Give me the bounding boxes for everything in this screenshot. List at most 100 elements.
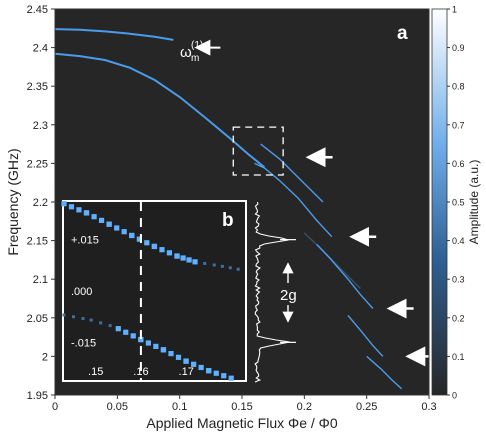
colorbar-tick-label: 1	[452, 5, 457, 15]
upper-branch-pt	[174, 253, 180, 259]
upper-branch-pt	[151, 243, 158, 250]
x-axis-label-text: Applied Magnetic Flux Φe / Φ0	[146, 415, 337, 431]
lower-branch-pt	[175, 354, 182, 360]
y-tick-label: 2	[42, 351, 48, 363]
trace-4	[316, 244, 374, 309]
lower-faint-pt	[81, 317, 85, 321]
lower-branch-pt	[198, 364, 204, 371]
y-tick-label: 2.35	[27, 81, 48, 93]
colorbar-tick-label: 0.8	[452, 82, 465, 92]
upper-branch-pt	[192, 259, 198, 265]
upper-branch-pt	[136, 236, 142, 242]
trace-1	[54, 52, 266, 169]
colorbar-tick-label: 0	[452, 391, 457, 401]
lower-branch-pt	[191, 361, 197, 367]
colorbar-tick-label: 0.4	[452, 236, 465, 246]
upper-branch-pt	[159, 247, 165, 253]
x-tick-label: 0	[52, 401, 58, 413]
trace-2	[254, 162, 333, 238]
y-tick-label: 2.15	[27, 236, 48, 248]
lower-branch-pt	[206, 368, 212, 374]
y-tick-label: 1.95	[27, 390, 48, 402]
x-axis-label: Applied Magnetic Flux Φe / Φ0	[146, 415, 337, 431]
x-tick-label: 0.15	[231, 401, 252, 413]
lower-branch-pt	[123, 329, 129, 335]
lower-branch-pt	[168, 351, 174, 357]
inset-y-tick-label: .000	[71, 286, 92, 298]
colorbar-tick-label: 0.7	[452, 120, 465, 130]
colorbar-ticks: 0 0.1 0.2 0.3 0.4 0.5 0.6 0.7 0.8 0.9 1	[447, 5, 465, 401]
colorbar-tick-label: 0.5	[452, 198, 465, 208]
x-tick-label: 0.1	[172, 401, 187, 413]
upper-faint-pt	[228, 266, 232, 270]
line-profile	[254, 201, 296, 383]
trace-5	[347, 315, 384, 357]
y-tick-label: 2.25	[27, 158, 48, 170]
upper-faint-pt	[212, 263, 216, 267]
lower-branch-pt	[160, 347, 167, 353]
upper-faint-pt	[220, 264, 224, 268]
lower-branch-pt	[183, 358, 189, 364]
panel-label-a: a	[397, 23, 408, 44]
y-tick-label: 2.2	[33, 197, 48, 209]
upper-branch-pt	[98, 217, 105, 224]
upper-branch-pt	[91, 214, 97, 220]
inset-x-tick-label: .15	[88, 366, 103, 378]
colorbar-tick-label: 0.9	[452, 43, 465, 53]
upper-branch-pt	[84, 210, 90, 216]
y-tick-label: 2.4	[33, 43, 48, 55]
lower-faint-pt	[108, 324, 112, 328]
x-tick-label: 0.3	[421, 401, 436, 413]
omega-symbol: ω	[180, 44, 192, 61]
inset-y-tick-label: +.015	[71, 235, 99, 247]
inset-y-tick-label: -.015	[71, 337, 96, 349]
zoom-box	[232, 126, 284, 176]
colorbar-label: Amplitude (a.u.)	[467, 160, 481, 245]
lower-branch-pt	[138, 337, 144, 343]
upper-faint-pt	[203, 261, 207, 265]
trace-3	[260, 143, 324, 203]
main-traces	[54, 28, 403, 390]
lower-branch-pt	[213, 370, 219, 376]
lower-branch-pt	[145, 340, 151, 346]
upper-branch-pt	[121, 229, 127, 235]
main-axes: 0 0.05 0.1 0.15 0.2 0.25 0.3 1.95 2 2.05 2.1 2.15 2.…	[27, 4, 437, 413]
inset-tick-labels: .15 .16 .17 +.015 .000 -.015	[71, 235, 194, 378]
upper-branch-pt	[76, 207, 82, 213]
y-tick-label: 2.1	[33, 274, 48, 286]
colorbar	[431, 8, 448, 396]
upper-faint-pt	[236, 267, 240, 271]
x-tick-label: 0.05	[107, 401, 128, 413]
omega-sup: (1)	[191, 40, 203, 51]
upper-branch-pt	[106, 221, 112, 227]
inset-x-tick-label: .17	[179, 366, 194, 378]
lower-faint-pt	[89, 318, 93, 322]
x-tick-label: 0.25	[356, 401, 377, 413]
upper-branch-pt	[180, 255, 186, 261]
trace-6	[366, 355, 403, 390]
colorbar-tick-label: 0.1	[452, 352, 465, 362]
inset-plot-area	[62, 200, 247, 382]
colorbar-tick-label: 0.2	[452, 313, 465, 323]
trace-0	[54, 28, 174, 41]
lower-branch-pt	[153, 343, 159, 349]
upper-branch-pt	[68, 204, 75, 210]
upper-branch-pt	[166, 250, 173, 256]
lower-branch-pt	[221, 373, 227, 379]
upper-branch-pt	[144, 240, 150, 246]
inset-traces	[61, 201, 240, 381]
upper-branch-pt	[186, 257, 192, 263]
omega-label: ω	[180, 44, 192, 61]
lower-branch-pt	[115, 326, 121, 332]
upper-branch-pt	[61, 201, 67, 207]
trace-7	[303, 232, 361, 289]
panel-label-b: b	[222, 210, 234, 231]
lower-faint-pt	[72, 315, 76, 319]
omega-sub: m	[191, 53, 199, 64]
y-tick-label: 2.05	[27, 313, 48, 325]
inset-x-tick-label: .16	[133, 366, 148, 378]
lower-branch-pt	[130, 333, 136, 339]
x-tick-label: 0.2	[297, 401, 312, 413]
